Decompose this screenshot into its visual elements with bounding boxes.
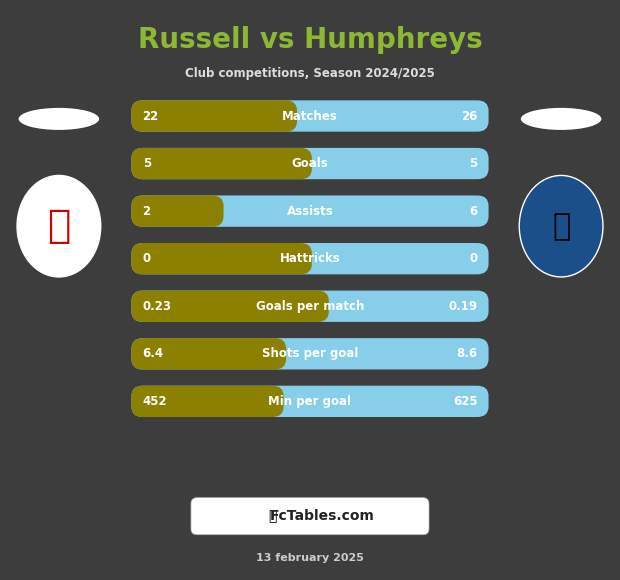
Text: 6.4: 6.4	[143, 347, 164, 360]
Text: Russell vs Humphreys: Russell vs Humphreys	[138, 26, 482, 54]
Text: 0.19: 0.19	[448, 300, 477, 313]
Text: Goals per match: Goals per match	[256, 300, 364, 313]
Text: Shots per goal: Shots per goal	[262, 347, 358, 360]
Text: 5: 5	[469, 157, 477, 170]
FancyBboxPatch shape	[191, 498, 429, 535]
Ellipse shape	[19, 108, 99, 130]
Text: 📊: 📊	[268, 509, 277, 523]
Text: 2: 2	[143, 205, 151, 218]
FancyBboxPatch shape	[131, 148, 312, 179]
FancyBboxPatch shape	[131, 148, 489, 179]
Text: 5: 5	[143, 157, 151, 170]
FancyBboxPatch shape	[131, 291, 329, 322]
Text: 0.23: 0.23	[143, 300, 172, 313]
Text: 0: 0	[469, 252, 477, 265]
FancyBboxPatch shape	[131, 386, 489, 417]
FancyBboxPatch shape	[131, 195, 224, 227]
Ellipse shape	[520, 175, 603, 277]
Text: Hattricks: Hattricks	[280, 252, 340, 265]
FancyBboxPatch shape	[131, 386, 283, 417]
FancyBboxPatch shape	[131, 243, 489, 274]
FancyBboxPatch shape	[131, 243, 312, 274]
Text: Min per goal: Min per goal	[268, 395, 352, 408]
Text: Assists: Assists	[286, 205, 334, 218]
Text: 13 february 2025: 13 february 2025	[256, 553, 364, 563]
Text: ⚽: ⚽	[552, 212, 570, 241]
Text: 625: 625	[453, 395, 477, 408]
Text: Club competitions, Season 2024/2025: Club competitions, Season 2024/2025	[185, 67, 435, 79]
Ellipse shape	[521, 108, 601, 130]
Text: 0: 0	[143, 252, 151, 265]
Text: FcTables.com: FcTables.com	[270, 509, 375, 523]
FancyBboxPatch shape	[131, 338, 286, 369]
FancyBboxPatch shape	[131, 195, 489, 227]
Text: Goals: Goals	[291, 157, 329, 170]
Text: 6: 6	[469, 205, 477, 218]
FancyBboxPatch shape	[131, 291, 489, 322]
Ellipse shape	[17, 175, 100, 277]
FancyBboxPatch shape	[131, 100, 489, 132]
Text: 8.6: 8.6	[456, 347, 477, 360]
FancyBboxPatch shape	[131, 100, 297, 132]
Text: 26: 26	[461, 110, 477, 122]
Text: 🏛: 🏛	[47, 207, 71, 245]
Text: 452: 452	[143, 395, 167, 408]
Text: 22: 22	[143, 110, 159, 122]
Text: Matches: Matches	[282, 110, 338, 122]
FancyBboxPatch shape	[131, 338, 489, 369]
